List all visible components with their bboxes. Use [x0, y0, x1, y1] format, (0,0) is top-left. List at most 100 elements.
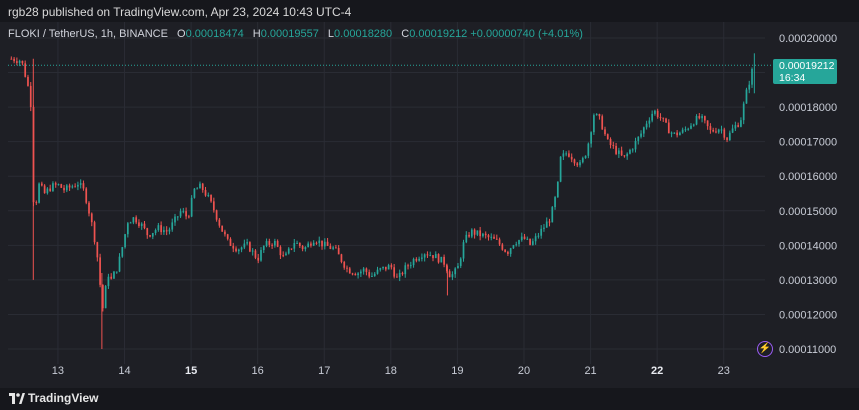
candle-body — [576, 163, 579, 166]
candle-body — [623, 155, 626, 157]
candle-body — [199, 183, 201, 189]
candle-body — [662, 117, 665, 119]
candle-body — [470, 229, 473, 237]
candle-body — [351, 273, 354, 275]
candle-body — [684, 129, 687, 131]
candle-body — [443, 256, 445, 265]
candle-body — [329, 245, 332, 249]
candle-body — [224, 231, 226, 235]
candle-body — [49, 188, 52, 191]
candle-body — [212, 201, 215, 211]
candle-body — [354, 273, 357, 276]
candle-body — [13, 58, 15, 62]
candle-body — [301, 246, 304, 250]
last-price-value: 0.00019212 — [779, 60, 835, 72]
candle-body — [687, 128, 690, 130]
candle-body — [726, 137, 728, 141]
candle-layer — [10, 53, 755, 349]
candle-body — [429, 255, 432, 257]
candle-body — [274, 240, 276, 246]
candle-body — [487, 235, 490, 238]
candle-body — [401, 272, 404, 275]
candle-body — [659, 117, 662, 119]
candle-body — [99, 257, 101, 285]
candle-body — [509, 248, 512, 254]
candle-body — [640, 133, 642, 137]
candle-body — [340, 254, 343, 262]
candle-body — [60, 184, 63, 188]
candle-body — [318, 240, 321, 244]
candle-body — [631, 149, 634, 151]
candle-body — [179, 211, 182, 217]
candle-body — [626, 153, 629, 157]
candle-body — [734, 125, 737, 129]
tradingview-brand[interactable]: TradingView — [28, 391, 99, 405]
candle-body — [210, 195, 212, 202]
chart-area[interactable]: 0.00011000 0.00012000 0.00013000 0.00014000… — [0, 22, 859, 388]
candle-body — [282, 255, 285, 257]
tradingview-logo-icon[interactable] — [9, 393, 25, 404]
candle-body — [323, 241, 326, 247]
y-tick-label: 0.00016000 — [779, 171, 837, 183]
candle-body — [201, 183, 204, 191]
y-tick-label: 0.00011000 — [779, 344, 836, 356]
candle-body — [138, 222, 140, 227]
candle-body — [495, 238, 498, 240]
candle-body — [290, 248, 293, 250]
candle-body — [537, 235, 540, 237]
candle-body — [204, 190, 207, 196]
candle-body — [673, 132, 676, 134]
candle-body — [265, 241, 268, 246]
candle-body — [246, 242, 248, 244]
candle-body — [215, 210, 218, 220]
x-tick-label: 13 — [52, 365, 64, 377]
candle-body — [182, 211, 185, 213]
candle-body — [457, 265, 459, 269]
candle-body — [493, 236, 495, 239]
low-value: 0.00018280 — [334, 28, 393, 40]
candle-body — [698, 115, 701, 119]
candle-body — [285, 253, 287, 256]
candle-body — [737, 125, 740, 127]
candle-body — [415, 259, 418, 261]
candle-body — [171, 222, 174, 230]
candle-body — [43, 185, 46, 194]
lightning-icon[interactable]: ⚡ — [757, 341, 773, 357]
candle-body — [507, 251, 509, 254]
x-axis: 13 14 15 16 17 18 19 20 21 22 23 — [52, 365, 730, 377]
candle-body — [709, 126, 712, 130]
candle-body — [745, 89, 748, 104]
candle-body — [382, 266, 384, 269]
candle-body — [532, 241, 534, 245]
candle-body — [404, 265, 407, 275]
candle-body — [143, 223, 146, 229]
candle-body — [237, 249, 240, 252]
candle-body — [581, 158, 584, 163]
candle-body — [68, 185, 71, 188]
candle-body — [679, 132, 681, 136]
candle-body — [46, 188, 49, 194]
candle-body — [360, 271, 362, 274]
candle-body — [254, 250, 257, 258]
candle-body — [656, 110, 659, 118]
candle-body — [96, 242, 99, 258]
candle-body — [609, 139, 612, 146]
x-tick-label: 21 — [584, 365, 596, 377]
candle-body — [27, 76, 29, 86]
candle-body — [426, 254, 429, 256]
candle-body — [240, 247, 243, 250]
candle-body — [29, 85, 32, 108]
candle-body — [667, 122, 670, 134]
candle-body — [107, 276, 110, 287]
candle-body — [604, 129, 606, 135]
candle-body — [268, 241, 271, 245]
candle-body — [629, 149, 631, 154]
close-value: 0.00019212 — [409, 28, 468, 40]
candle-body — [446, 264, 448, 272]
candle-body — [742, 103, 745, 121]
last-price-badge: 0.00019212 16:34 — [773, 59, 837, 84]
candle-body — [665, 118, 667, 123]
price-chart[interactable]: 0.00011000 0.00012000 0.00013000 0.00014000… — [0, 22, 859, 388]
candle-body — [490, 236, 493, 238]
candle-body — [63, 187, 65, 191]
